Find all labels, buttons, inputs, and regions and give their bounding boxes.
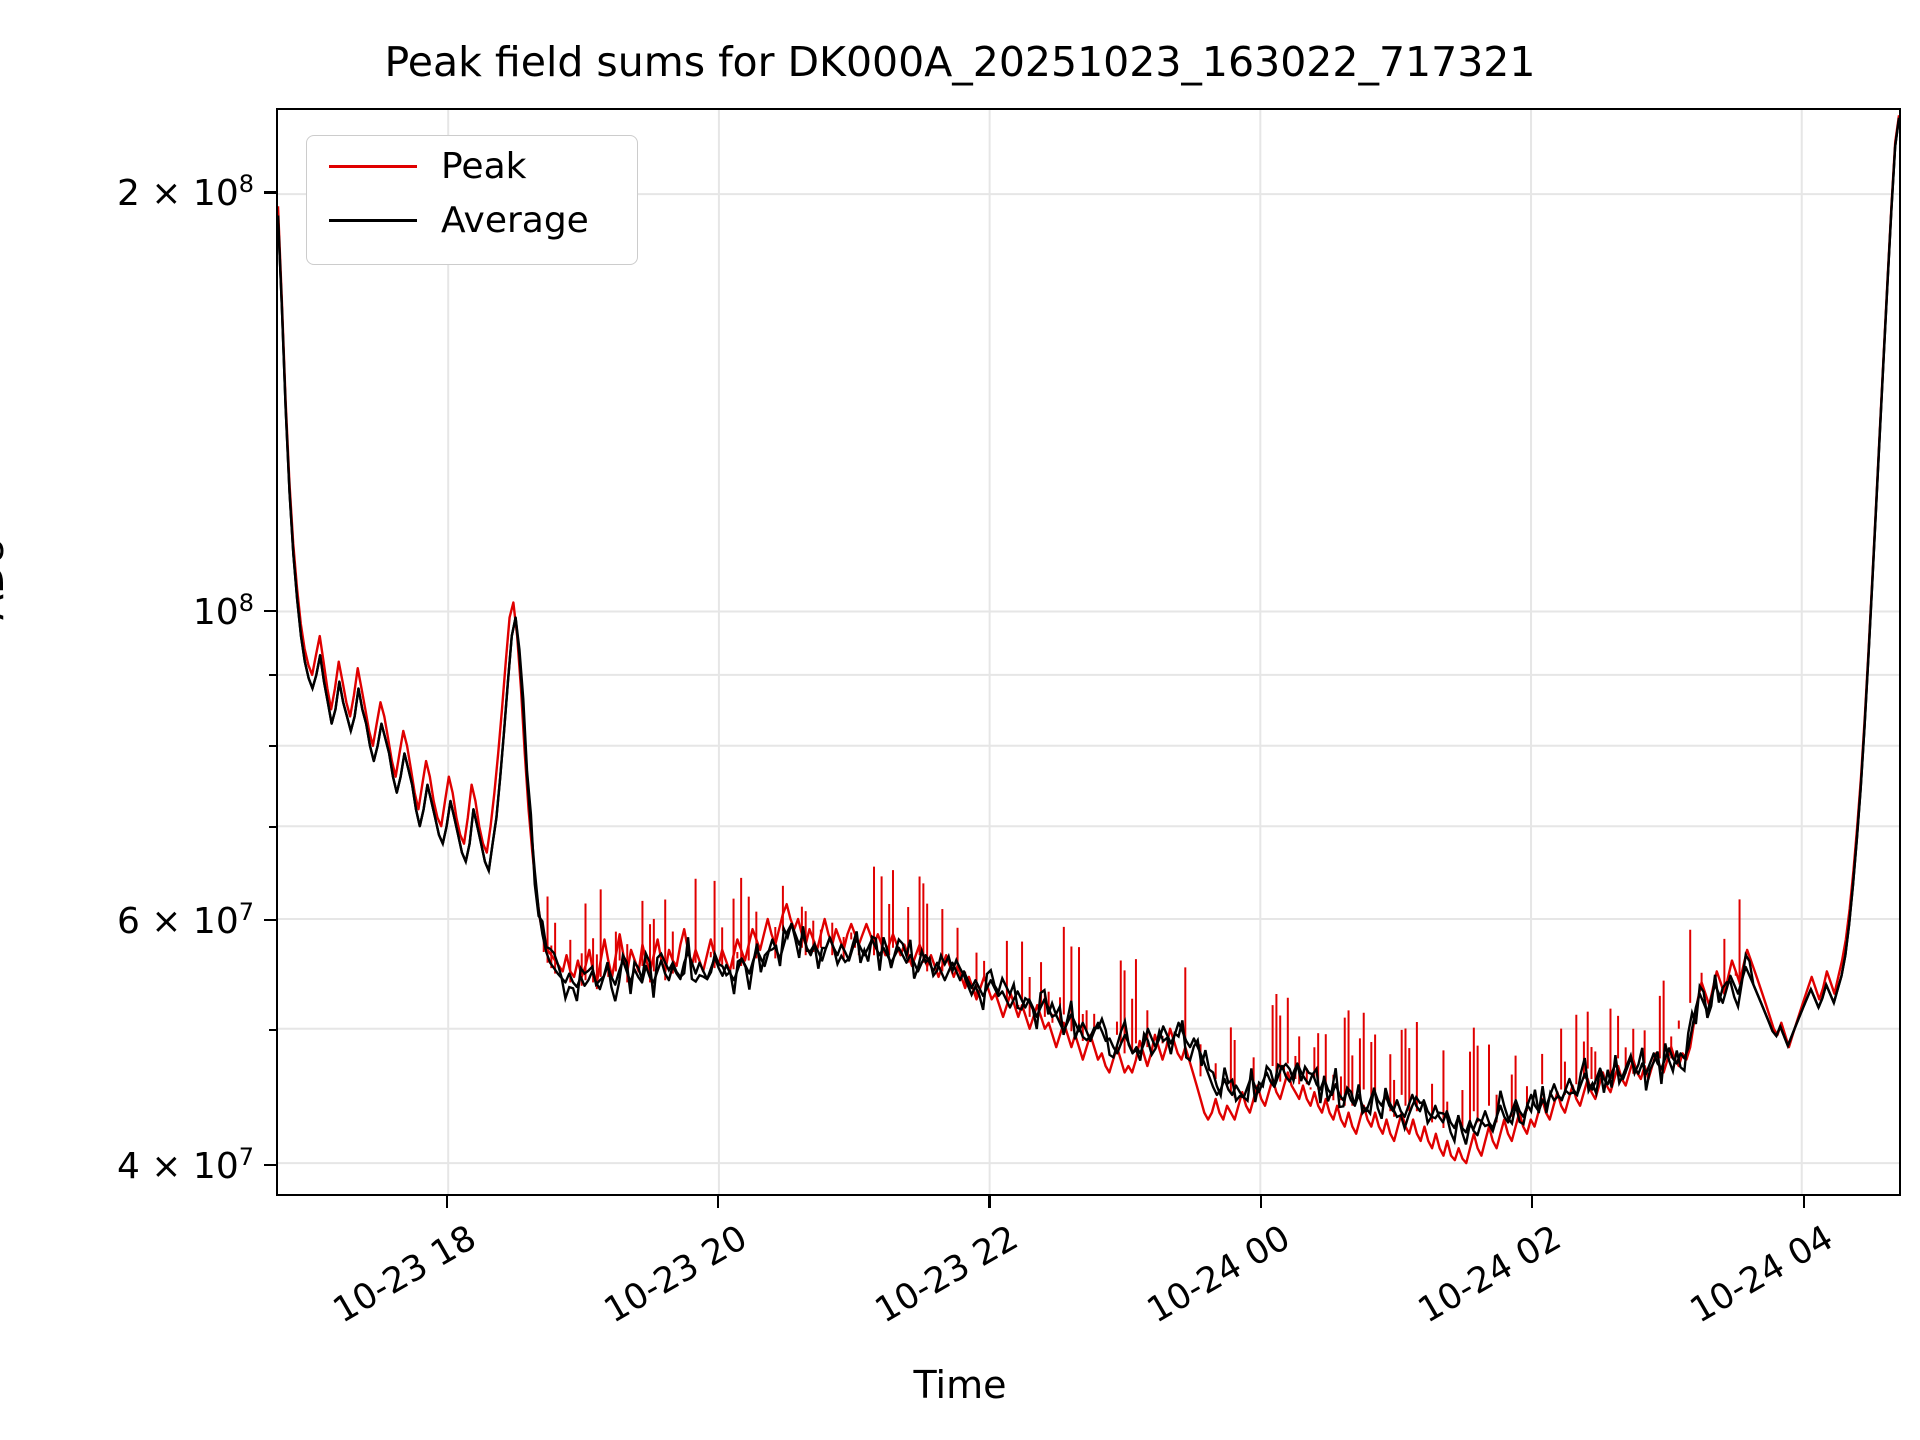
plot-area bbox=[276, 108, 1901, 1196]
legend-label-average: Average bbox=[441, 199, 589, 241]
y-tick-mark-3 bbox=[264, 191, 276, 194]
chart-title: Peak field sums for DK000A_20251023_1630… bbox=[384, 38, 1536, 86]
x-tick-mark-4 bbox=[1531, 1196, 1534, 1208]
x-tick-label-2: 10-23 22 bbox=[869, 1218, 1026, 1332]
series-line-average-detail bbox=[278, 117, 1899, 1146]
y-tick-mark-minor-3 bbox=[269, 673, 276, 676]
series-line-peak bbox=[278, 115, 1899, 1163]
data-series-group bbox=[278, 115, 1899, 1163]
x-tick-label-3: 10-24 00 bbox=[1140, 1218, 1297, 1332]
plot-svg bbox=[278, 110, 1899, 1194]
y-tick-label-2: 108 bbox=[192, 589, 254, 634]
y-tick-label-1: 6 × 107 bbox=[116, 897, 254, 942]
legend-entry-average: Average bbox=[307, 194, 637, 246]
x-tick-label-0: 10-23 18 bbox=[326, 1218, 483, 1332]
y-tick-mark-2 bbox=[264, 610, 276, 613]
y-tick-mark-minor-1 bbox=[269, 825, 276, 828]
legend-line-average-icon bbox=[329, 218, 417, 222]
series-line-average bbox=[278, 118, 1899, 1135]
x-tick-label-1: 10-23 20 bbox=[597, 1218, 754, 1332]
x-tick-mark-1 bbox=[717, 1196, 720, 1208]
legend-line-peak-icon bbox=[329, 164, 417, 168]
y-tick-mark-1 bbox=[264, 918, 276, 922]
y-axis-label: ADU bbox=[0, 536, 12, 620]
x-tick-mark-0 bbox=[445, 1196, 448, 1208]
y-tick-mark-minor-0 bbox=[269, 1029, 276, 1032]
y-tick-label-0: 4 × 107 bbox=[116, 1143, 254, 1187]
x-tick-mark-2 bbox=[988, 1196, 991, 1208]
peak-spike-group bbox=[542, 866, 1741, 1131]
gridlines bbox=[278, 110, 1899, 1194]
legend-box: Peak Average bbox=[306, 135, 638, 265]
y-tick-label-3: 2 × 108 bbox=[116, 170, 254, 215]
x-tick-label-4: 10-24 02 bbox=[1411, 1218, 1569, 1332]
y-tick-mark-minor-2 bbox=[269, 745, 276, 748]
legend-entry-peak: Peak bbox=[307, 140, 637, 192]
y-tick-mark-0 bbox=[264, 1164, 276, 1167]
x-tick-mark-3 bbox=[1259, 1196, 1262, 1208]
x-tick-label-5: 10-24 04 bbox=[1683, 1218, 1840, 1332]
x-axis-label: Time bbox=[913, 1363, 1007, 1407]
legend-label-peak: Peak bbox=[441, 145, 527, 187]
x-tick-mark-5 bbox=[1802, 1196, 1805, 1208]
